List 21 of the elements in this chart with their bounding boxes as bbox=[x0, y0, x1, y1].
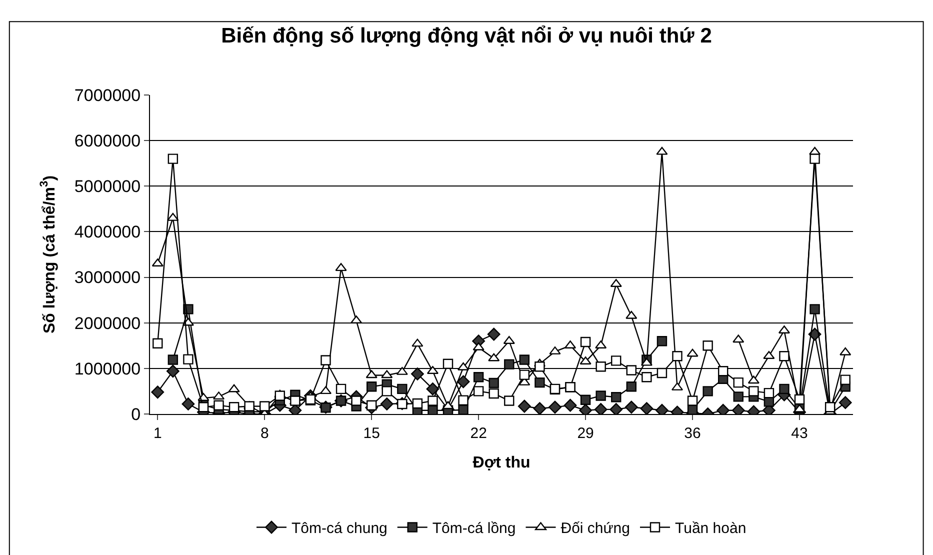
chart-title: Biến động số lượng động vật nổi ở vụ nuôi thứ 2 bbox=[221, 24, 712, 48]
x-axis-title: Đợt thu bbox=[472, 454, 530, 472]
x-tick-label: 15 bbox=[363, 425, 380, 442]
y-tick-label: 7000000 bbox=[74, 86, 141, 105]
x-tick-label: 36 bbox=[684, 425, 701, 442]
x-tick-label: 29 bbox=[577, 425, 594, 442]
y-tick-label: 5000000 bbox=[74, 177, 141, 196]
legend-label: Tuần hoàn bbox=[675, 520, 746, 538]
y-tick-label: 4000000 bbox=[74, 222, 141, 242]
y-tick-label: 1000000 bbox=[74, 359, 141, 378]
legend-label: Tôm-cá chung bbox=[292, 520, 388, 538]
x-tick-label: 1 bbox=[153, 425, 162, 442]
x-tick-label: 22 bbox=[470, 425, 487, 442]
legend-label: Tôm-cá lồng bbox=[432, 520, 516, 538]
legend-label: Đối chứng bbox=[560, 520, 630, 538]
y-tick-label: 0 bbox=[131, 404, 141, 424]
y-tick-label: 6000000 bbox=[74, 132, 141, 151]
x-tick-label: 43 bbox=[791, 425, 808, 442]
y-tick-label: 3000000 bbox=[74, 268, 141, 288]
y-tick-label: 2000000 bbox=[74, 314, 141, 333]
x-tick-label: 8 bbox=[260, 425, 269, 442]
